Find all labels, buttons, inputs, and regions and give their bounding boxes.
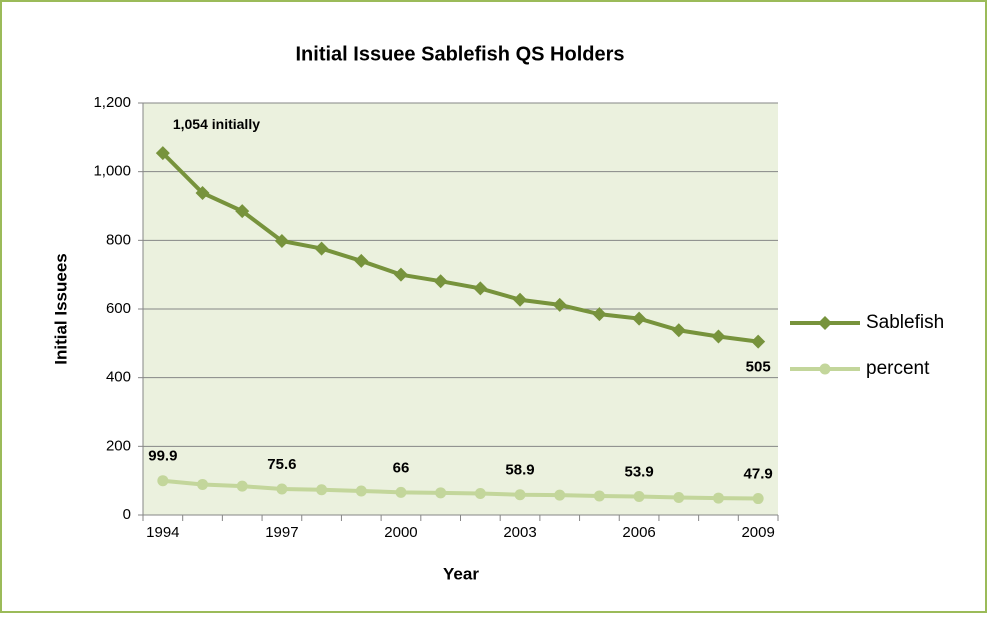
data-point: [711, 329, 726, 344]
data-point: [155, 146, 170, 161]
x-tick-label: 2000: [384, 524, 417, 541]
x-tick-label: 1994: [146, 524, 179, 541]
data-point: [393, 267, 408, 282]
series-line: [161, 151, 759, 344]
y-axis-label: Initial Issuees: [51, 253, 70, 365]
data-label: 505: [746, 359, 771, 376]
data-label: 47.9: [744, 466, 773, 483]
data-point: [632, 311, 647, 326]
y-tick-label: 1,200: [93, 94, 131, 111]
y-tick-label: 800: [106, 231, 131, 248]
data-point: [195, 185, 210, 200]
legend-label: percent: [866, 358, 930, 379]
x-tick-label: 2009: [741, 524, 774, 541]
data-point: [513, 292, 528, 307]
data-point: [593, 490, 605, 502]
data-label: 58.9: [505, 462, 534, 479]
data-point: [433, 274, 448, 289]
chart-title: Initial Issuee Sablefish QS Holders: [296, 43, 625, 65]
data-point: [514, 489, 526, 501]
y-tick-label: 200: [106, 437, 131, 454]
data-label: 99.9: [148, 448, 177, 465]
y-tick-label: 400: [106, 369, 131, 386]
x-tick-label: 1997: [265, 524, 298, 541]
y-tick-label: 1,000: [93, 163, 131, 180]
data-point: [633, 490, 645, 502]
data-point: [395, 486, 407, 498]
data-point: [276, 483, 288, 495]
data-point: [197, 478, 209, 490]
data-point: [671, 323, 686, 338]
legend-marker: [818, 316, 832, 330]
data-point: [236, 480, 248, 492]
x-tick-label: 2006: [622, 524, 655, 541]
data-point: [314, 241, 329, 256]
data-label: 53.9: [624, 463, 653, 480]
data-point: [752, 493, 764, 505]
data-point: [552, 297, 567, 312]
data-point: [712, 492, 724, 504]
legend-marker: [819, 363, 831, 375]
data-point: [157, 475, 169, 487]
data-point: [473, 281, 488, 296]
data-point: [235, 204, 250, 219]
data-point: [474, 488, 486, 500]
legend-label: Sablefish: [866, 312, 944, 333]
y-tick-label: 600: [106, 300, 131, 317]
data-point: [673, 491, 685, 503]
data-label: 1,054 initially: [173, 116, 260, 132]
y-tick-label: 0: [123, 506, 131, 523]
data-point: [554, 489, 566, 501]
data-label: 75.6: [267, 456, 296, 473]
data-point: [751, 334, 766, 349]
x-tick-label: 2003: [503, 524, 536, 541]
data-label: 66: [393, 459, 410, 476]
data-point: [592, 307, 607, 322]
data-point: [274, 234, 289, 249]
data-point: [435, 487, 447, 499]
data-point: [316, 484, 328, 496]
data-point: [355, 485, 367, 497]
series-line: [162, 478, 759, 501]
data-point: [354, 253, 369, 268]
x-axis-label: Year: [443, 564, 479, 583]
